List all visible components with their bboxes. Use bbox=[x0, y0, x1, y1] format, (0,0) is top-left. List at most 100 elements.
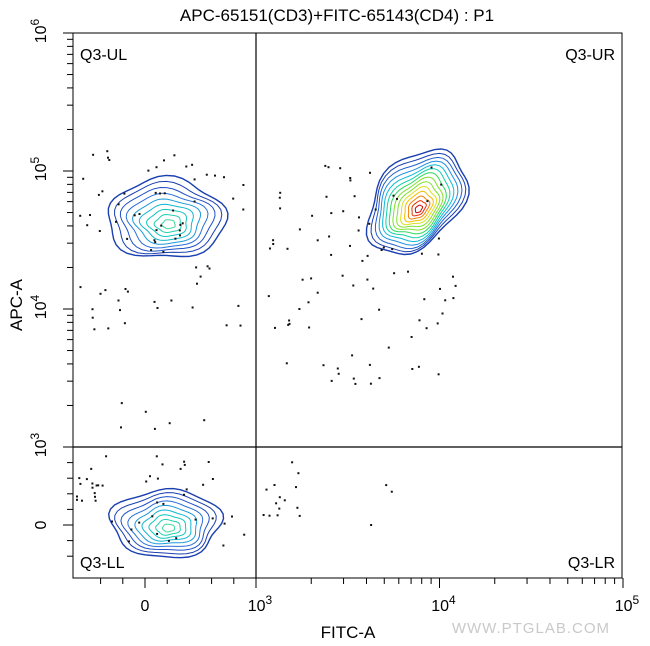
event-dot bbox=[268, 514, 271, 517]
contour-line bbox=[125, 192, 209, 249]
event-dot bbox=[108, 159, 111, 161]
event-dot bbox=[366, 254, 369, 257]
event-dot bbox=[232, 197, 235, 200]
event-dot bbox=[361, 259, 364, 262]
event-dot bbox=[203, 419, 206, 422]
event-dot bbox=[426, 200, 429, 203]
event-dot bbox=[120, 426, 122, 429]
event-dot bbox=[98, 230, 101, 232]
event-dot bbox=[295, 486, 297, 489]
event-dot bbox=[358, 216, 360, 219]
event-dot bbox=[191, 306, 194, 309]
event-dot bbox=[354, 382, 357, 385]
quadrant-label-ul: Q3-UL bbox=[80, 47, 127, 64]
event-dot bbox=[337, 372, 340, 375]
contour-line bbox=[145, 208, 188, 238]
event-dot bbox=[243, 533, 246, 536]
contour-line bbox=[382, 164, 455, 243]
event-dot bbox=[322, 364, 325, 367]
population-ll bbox=[107, 487, 225, 559]
event-dot bbox=[396, 197, 398, 200]
event-dot bbox=[441, 312, 444, 315]
event-dot bbox=[172, 209, 175, 212]
event-dot bbox=[126, 237, 129, 240]
event-dot bbox=[339, 167, 342, 170]
event-dot bbox=[115, 220, 117, 223]
event-dot bbox=[423, 298, 426, 301]
event-dot bbox=[170, 299, 173, 302]
event-dot bbox=[153, 427, 156, 430]
event-dot bbox=[185, 488, 188, 491]
event-dot bbox=[128, 540, 130, 543]
event-dot bbox=[202, 483, 205, 486]
event-dot bbox=[145, 480, 148, 483]
event-dot bbox=[149, 475, 151, 478]
event-dot bbox=[138, 521, 141, 524]
event-dot bbox=[420, 252, 423, 255]
event-dot bbox=[155, 229, 158, 232]
event-dot bbox=[349, 179, 352, 182]
event-dot bbox=[206, 265, 209, 268]
event-dot bbox=[214, 174, 216, 177]
event-dot bbox=[183, 463, 186, 466]
event-dot bbox=[147, 169, 150, 172]
event-dot bbox=[191, 163, 194, 166]
event-dot bbox=[279, 191, 282, 194]
contour-line bbox=[161, 219, 176, 230]
event-dot bbox=[452, 297, 455, 300]
event-dot bbox=[242, 184, 245, 186]
event-dot bbox=[76, 498, 78, 501]
event-dot bbox=[267, 295, 270, 298]
event-dot bbox=[278, 496, 281, 499]
event-dot bbox=[436, 322, 439, 325]
x-tick-label: 103 bbox=[248, 593, 273, 615]
event-dot bbox=[179, 234, 181, 237]
event-dot bbox=[156, 477, 159, 480]
event-dot bbox=[452, 275, 454, 278]
event-dot bbox=[179, 467, 182, 470]
event-dot bbox=[374, 208, 377, 211]
x-axis-label: FITC-A bbox=[321, 623, 376, 642]
event-dot bbox=[78, 477, 81, 480]
event-dot bbox=[153, 239, 156, 242]
event-dot bbox=[341, 274, 344, 277]
event-dot bbox=[154, 191, 157, 194]
event-dot bbox=[207, 461, 210, 463]
event-dot bbox=[391, 248, 394, 251]
event-dot bbox=[368, 363, 371, 366]
contour-line bbox=[120, 496, 210, 551]
contour-line bbox=[107, 174, 229, 258]
event-dot bbox=[349, 177, 352, 179]
event-dot bbox=[105, 455, 108, 458]
event-dot bbox=[366, 278, 369, 281]
event-dot bbox=[193, 178, 196, 181]
event-dots bbox=[76, 150, 457, 547]
event-dot bbox=[89, 214, 91, 216]
event-dot bbox=[117, 203, 120, 206]
event-dot bbox=[155, 166, 158, 169]
event-dot bbox=[327, 166, 330, 169]
event-dot bbox=[159, 192, 161, 195]
x-tick-label: 104 bbox=[431, 593, 456, 615]
event-dot bbox=[111, 520, 113, 523]
density-layer bbox=[107, 148, 470, 559]
contour-line bbox=[134, 504, 198, 545]
contour-line bbox=[365, 148, 470, 256]
y-tick-label: 0 bbox=[33, 520, 50, 529]
event-dot bbox=[237, 304, 240, 307]
contour-line bbox=[411, 200, 427, 217]
population-ur bbox=[365, 148, 470, 256]
contour-line bbox=[153, 213, 182, 234]
event-dot bbox=[178, 229, 181, 232]
event-dot bbox=[417, 365, 420, 368]
event-dot bbox=[393, 272, 396, 275]
contour-line bbox=[374, 156, 463, 250]
event-dot bbox=[107, 327, 110, 330]
event-dot bbox=[352, 377, 355, 380]
event-dot bbox=[81, 499, 83, 502]
event-dot bbox=[79, 214, 82, 217]
event-dot bbox=[324, 164, 327, 167]
event-dot bbox=[225, 324, 228, 327]
event-dot bbox=[440, 183, 443, 186]
